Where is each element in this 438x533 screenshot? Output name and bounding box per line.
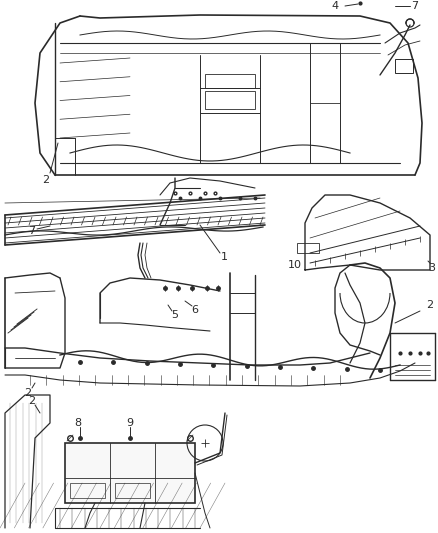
Text: 2: 2	[28, 396, 35, 406]
Text: 1: 1	[220, 252, 227, 262]
Bar	[395, 59, 413, 73]
Text: 10: 10	[288, 260, 302, 270]
Text: 2: 2	[25, 388, 32, 398]
Bar	[115, 483, 150, 498]
Bar	[70, 483, 105, 498]
Text: 9: 9	[127, 418, 134, 428]
Text: 7: 7	[411, 1, 419, 11]
Text: 8: 8	[74, 418, 81, 428]
Bar	[205, 74, 255, 88]
Bar	[65, 443, 195, 503]
Bar	[297, 243, 319, 253]
Text: 3: 3	[428, 263, 435, 273]
Text: 2: 2	[42, 175, 49, 185]
Text: 4: 4	[332, 1, 339, 11]
Text: 6: 6	[191, 305, 198, 315]
Text: 7: 7	[28, 226, 35, 236]
Text: 5: 5	[172, 310, 179, 320]
Bar	[205, 91, 255, 109]
Text: 2: 2	[427, 300, 434, 310]
